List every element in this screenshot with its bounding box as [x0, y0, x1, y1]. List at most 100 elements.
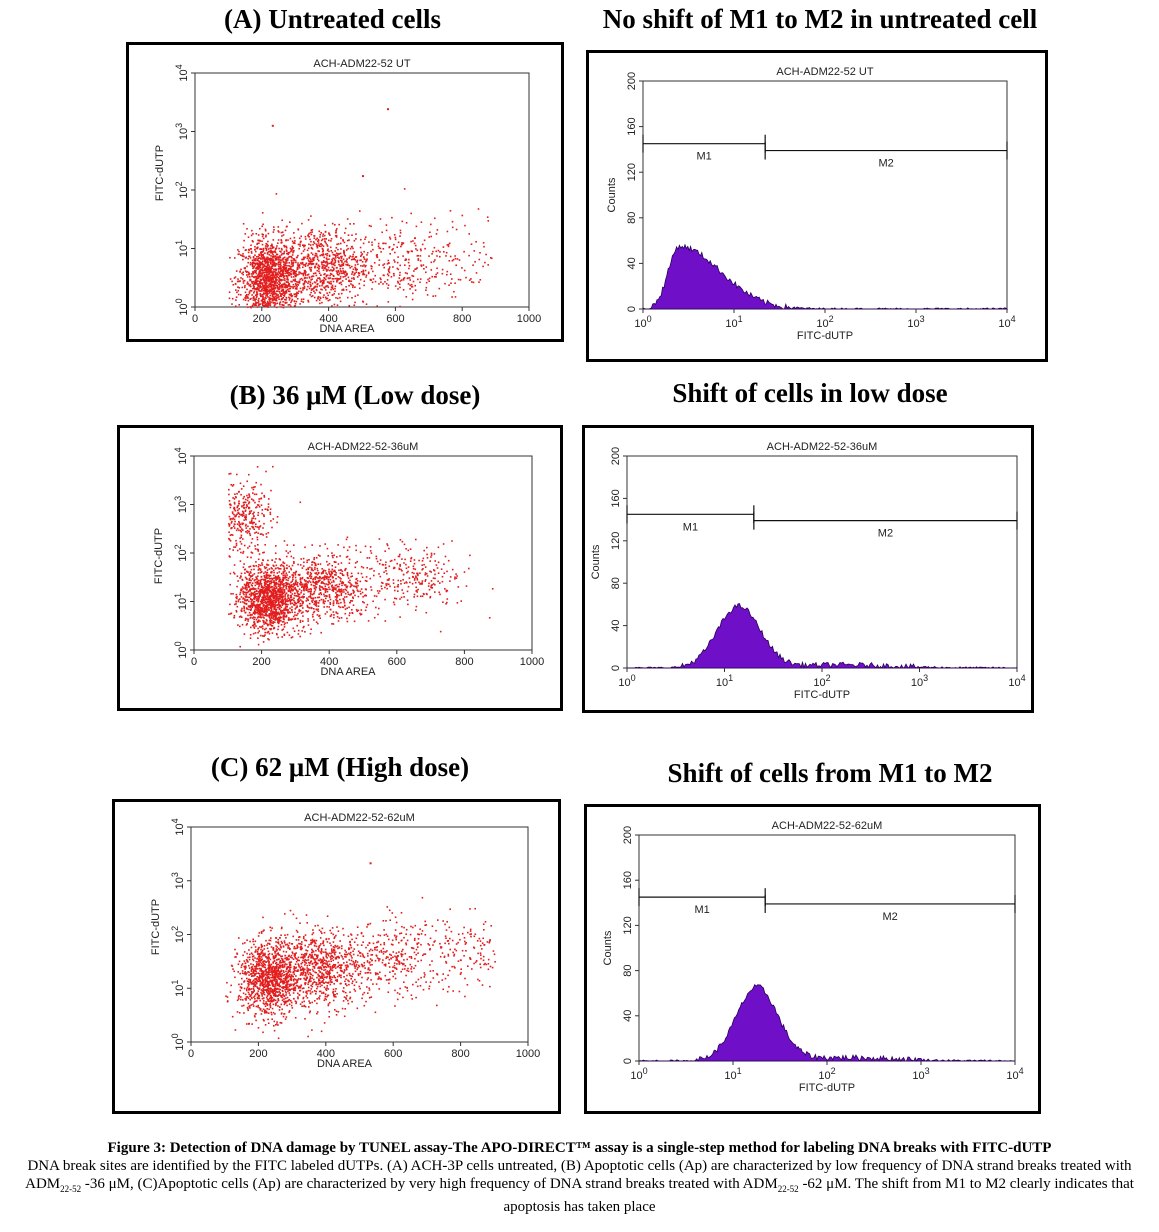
scatter-dot — [353, 278, 355, 280]
scatter-dot — [463, 250, 465, 253]
scatter-dot — [353, 223, 355, 225]
scatter-dot — [354, 295, 357, 297]
scatter-dot — [266, 603, 268, 606]
scatter-dot — [263, 617, 265, 619]
scatter-dot — [282, 306, 285, 309]
scatter-dot — [291, 580, 293, 583]
scatter-dot — [292, 574, 294, 576]
scatter-dot — [262, 627, 264, 630]
scatter-dot — [264, 585, 267, 587]
scatter-dot — [263, 594, 266, 597]
scatter-dot — [290, 602, 292, 605]
scatter-dot — [285, 550, 288, 552]
scatter-dot — [248, 600, 250, 603]
scatter-dot — [380, 581, 383, 584]
scatter-dot — [256, 306, 259, 308]
scatter-dot — [282, 612, 284, 614]
scatter-dot — [315, 573, 317, 575]
scatter-dot — [430, 586, 432, 589]
scatter-dot — [325, 595, 328, 598]
scatter-dot — [313, 590, 316, 593]
scatter-dot — [416, 572, 418, 575]
scatter-dot — [387, 287, 389, 289]
scatter-dot — [460, 600, 462, 602]
scatter-dot — [239, 280, 241, 282]
scatter-dot — [273, 270, 275, 273]
histogram-y-tick: 0 — [626, 306, 638, 312]
scatter-dot — [403, 277, 406, 279]
scatter-dot — [366, 258, 368, 260]
scatter-dot — [257, 267, 259, 270]
scatter-dot — [258, 282, 261, 285]
scatter-dot — [253, 627, 256, 629]
scatter-dot — [249, 576, 252, 578]
scatter-dot — [277, 589, 279, 592]
scatter-dot — [491, 588, 494, 590]
scatter-dot — [246, 618, 248, 620]
scatter-dot — [252, 304, 254, 306]
scatter-dot — [265, 284, 267, 286]
scatter-dot — [340, 582, 343, 584]
scatter-dot — [253, 592, 255, 594]
scatter-dot — [256, 506, 258, 508]
scatter-dot — [254, 606, 257, 608]
scatter-dot — [313, 558, 315, 561]
scatter-dot — [339, 606, 341, 609]
scatter-dot — [271, 299, 274, 302]
scatter-dot — [264, 292, 266, 295]
scatter-dot — [287, 304, 290, 306]
scatter-dot — [336, 271, 339, 274]
scatter-dot — [281, 288, 284, 291]
scatter-dot — [262, 257, 265, 260]
scatter-dot — [334, 261, 337, 264]
scatter-dot — [350, 258, 353, 261]
scatter-dot — [260, 261, 262, 264]
scatter-dot — [335, 588, 337, 591]
scatter-dot — [407, 570, 409, 573]
scatter-dot — [270, 620, 273, 622]
scatter-dot — [286, 622, 288, 624]
scatter-dot — [264, 583, 267, 585]
scatter-dot — [245, 599, 248, 602]
scatter-dot — [254, 254, 256, 256]
scatter-dot — [311, 601, 314, 603]
scatter-dot — [239, 593, 241, 596]
scatter-dot — [449, 255, 452, 258]
scatter-dot — [335, 236, 338, 238]
scatter-dot — [293, 279, 295, 282]
scatter-dot — [273, 289, 275, 292]
scatter-dot — [312, 611, 315, 614]
scatter-dot — [252, 262, 254, 265]
scatter-dot — [324, 585, 327, 587]
scatter-dot — [312, 580, 315, 583]
scatter-dot — [255, 588, 257, 590]
scatter-dot — [288, 565, 290, 568]
scatter-dot — [277, 242, 279, 244]
scatter-dot — [236, 291, 238, 294]
scatter-dot — [446, 270, 449, 273]
scatter-dot — [247, 299, 250, 302]
scatter-dot — [261, 212, 264, 214]
scatter-dot — [313, 242, 316, 245]
scatter-dot — [271, 526, 273, 529]
scatter-dot — [255, 592, 258, 595]
scatter-dot — [252, 632, 255, 635]
scatter-dot — [254, 604, 257, 607]
scatter-dot — [290, 587, 293, 590]
scatter-dot — [235, 593, 238, 596]
scatter-dot — [316, 580, 318, 583]
scatter-dot — [415, 605, 418, 608]
scatter-dot — [258, 630, 260, 632]
scatter-dot — [264, 591, 267, 594]
scatter-dot — [441, 575, 444, 578]
scatter-dot — [307, 219, 310, 221]
scatter-dot — [425, 611, 428, 614]
scatter-dot — [233, 498, 236, 500]
scatter-dot — [254, 608, 257, 610]
scatter-dot — [328, 570, 330, 573]
scatter-dot — [444, 555, 447, 558]
scatter-dot — [248, 545, 251, 548]
scatter-dot — [286, 285, 289, 287]
scatter-dot — [247, 596, 249, 599]
scatter-dot — [351, 245, 353, 248]
